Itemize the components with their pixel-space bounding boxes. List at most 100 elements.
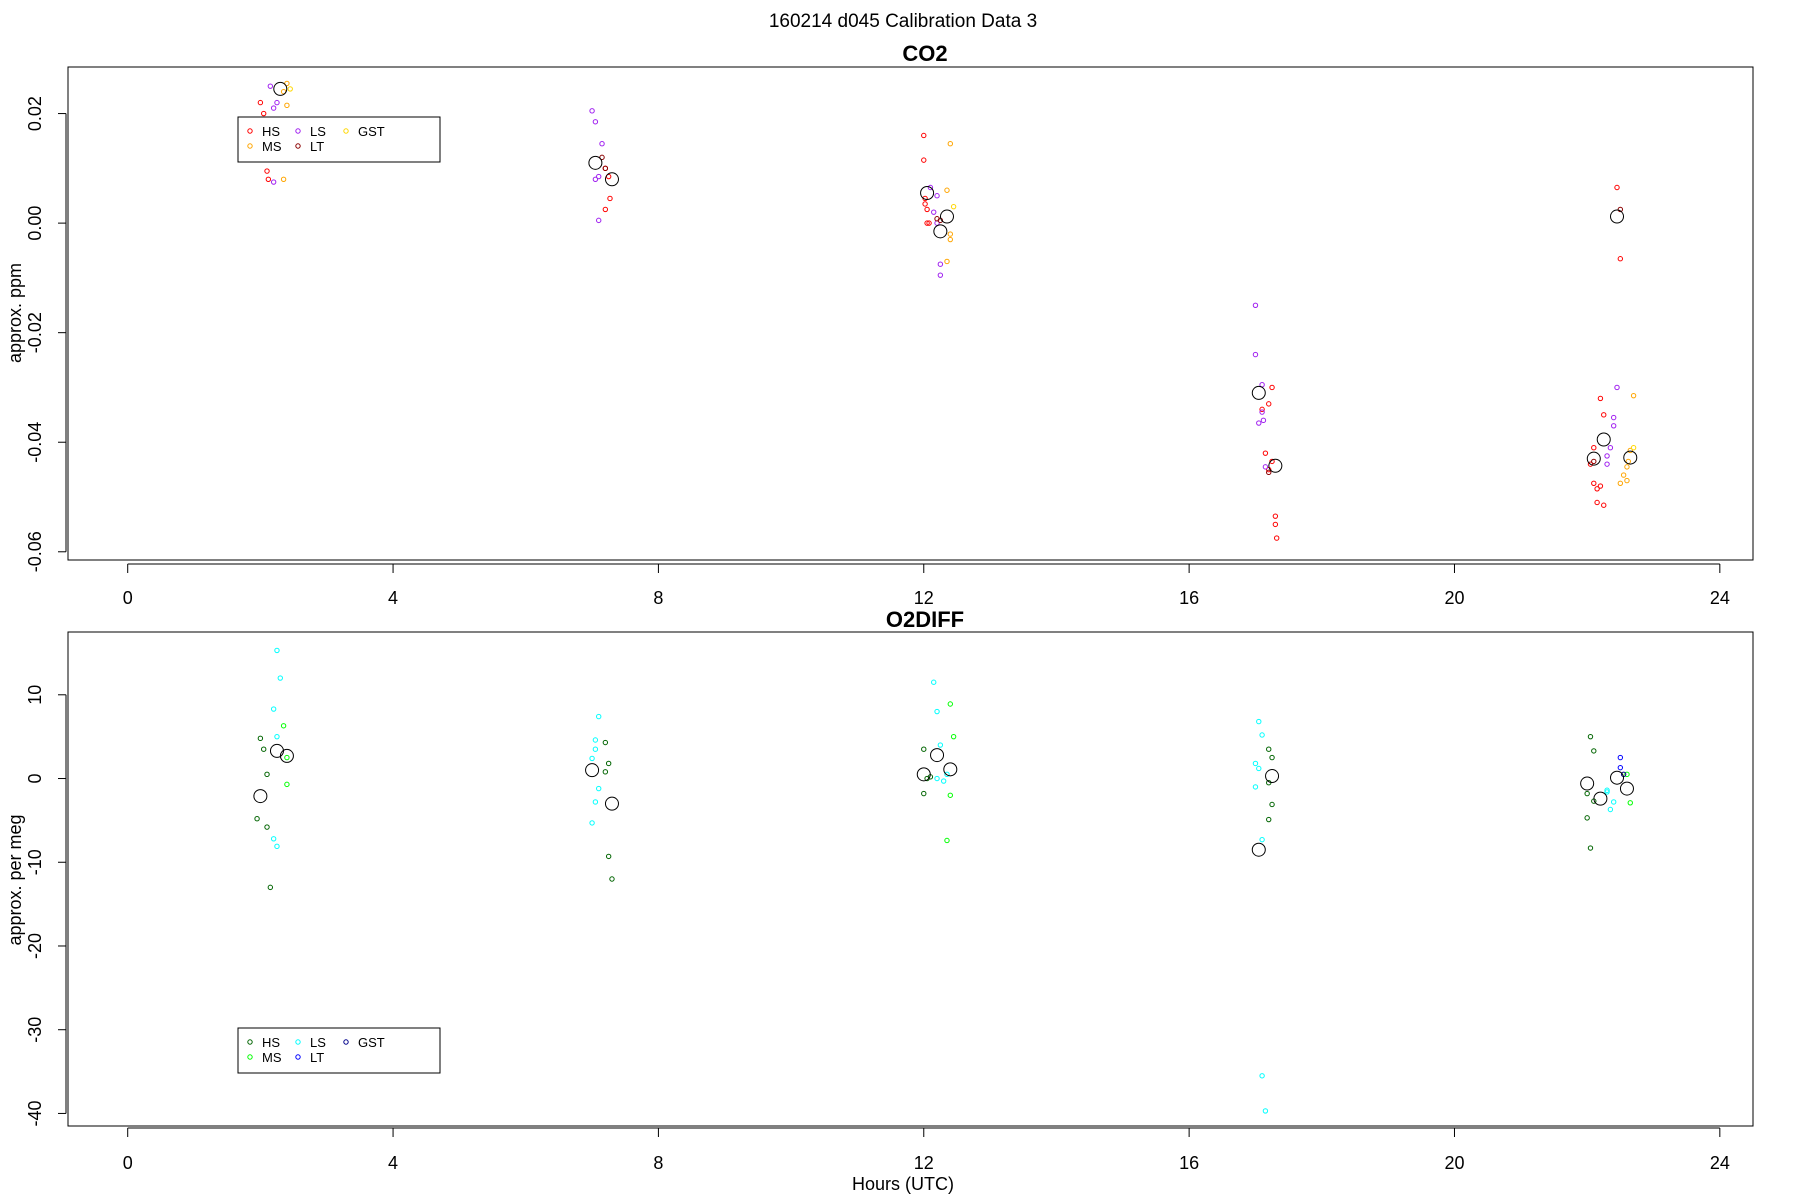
co2-point-ls — [1262, 464, 1269, 470]
o2diff-point-ls — [274, 843, 280, 850]
co2-point-ls — [1610, 414, 1617, 421]
o2diff-point-ls — [589, 820, 595, 826]
co2-point-hs — [1594, 499, 1600, 506]
o2diff-legend-swatch-ms — [247, 1054, 253, 1060]
o2diff-mean-marker — [604, 796, 619, 811]
o2diff-mean-marker — [1593, 791, 1608, 806]
co2-point-hs — [1269, 458, 1275, 465]
o2diff-point-hs — [602, 769, 609, 775]
co2-point-ms — [947, 236, 954, 243]
co2-point-ls — [596, 217, 602, 224]
o2diff-point-hs — [602, 739, 609, 746]
o2diff-point-hs — [609, 876, 615, 882]
co2-y-tick-label: -0.04 — [25, 422, 45, 463]
o2diff-plot-frame — [67, 631, 1754, 1127]
o2diff-x-tick-label: 4 — [388, 1153, 398, 1173]
co2-point-hs — [1259, 406, 1265, 413]
o2diff-point-ls — [277, 675, 283, 681]
co2-legend-swatch-ls — [295, 128, 301, 134]
o2diff-point-hs — [264, 824, 270, 830]
co2-mean-marker — [1586, 451, 1601, 466]
o2diff-point-ls — [270, 706, 277, 712]
co2-point-ls — [274, 99, 280, 106]
co2-point-hs — [926, 220, 932, 226]
co2-legend-label-ls: LS — [310, 124, 326, 139]
co2-point-hs — [921, 157, 927, 163]
o2diff-point-ls — [1256, 765, 1262, 772]
co2-point-hs — [257, 99, 264, 106]
co2-point-gst — [287, 86, 293, 92]
co2-point-ls — [596, 173, 602, 180]
co2-point-lt — [1591, 458, 1597, 465]
co2-point-hs — [264, 168, 270, 174]
co2-point-hs — [1591, 445, 1597, 451]
o2diff-x-tick-label: 16 — [1179, 1153, 1199, 1173]
co2-point-ms — [280, 176, 287, 182]
o2diff-point-hs — [1266, 746, 1272, 752]
co2-point-ls — [1614, 384, 1620, 391]
co2-point-hs — [921, 132, 927, 139]
o2diff-mean-marker — [1265, 769, 1280, 784]
o2diff-legend-swatch-gst — [343, 1039, 349, 1045]
o2diff-y-tick-label: 10 — [25, 685, 45, 705]
co2-point-ls — [1256, 420, 1262, 426]
co2-legend-swatch-gst — [343, 128, 349, 134]
co2-point-ms — [947, 231, 954, 237]
co2-point-hs — [1591, 480, 1597, 487]
o2diff-point-ls — [1252, 784, 1259, 790]
o2diff-point-hs — [1587, 845, 1594, 851]
x-axis-label: Hours (UTC) — [852, 1174, 954, 1194]
co2-point-hs — [922, 201, 928, 207]
co2-point-ls — [599, 140, 605, 147]
co2-y-tick-label: -0.02 — [25, 312, 45, 353]
o2diff-point-ls — [592, 737, 599, 743]
co2-mean-marker — [933, 224, 948, 239]
co2-point-hs — [1594, 486, 1600, 492]
co2-point-hs — [1272, 521, 1279, 528]
co2-point-ls — [267, 83, 274, 89]
co2-point-ms — [284, 102, 290, 109]
co2-point-hs — [1597, 483, 1604, 489]
o2diff-point-hs — [254, 816, 260, 822]
co2-point-hs — [1597, 395, 1604, 402]
co2-point-ls — [937, 272, 944, 278]
co2-point-ms — [947, 140, 954, 147]
co2-point-hs — [924, 220, 930, 226]
co2-point-ls — [1604, 453, 1610, 459]
o2diff-point-hs — [1591, 748, 1597, 754]
co2-legend-swatch-hs — [247, 128, 253, 134]
o2diff-point-ls — [931, 679, 937, 685]
co2-point-gst — [950, 203, 957, 210]
o2diff-point-ms — [284, 754, 290, 761]
co2-x-tick-label: 24 — [1710, 588, 1730, 608]
o2diff-point-ls — [589, 755, 595, 762]
o2diff-point-hs — [260, 746, 267, 752]
o2diff-point-hs — [1584, 815, 1590, 821]
o2diff-point-ls — [592, 799, 599, 805]
o2diff-mean-marker — [1580, 776, 1595, 791]
o2diff-x-tick-label: 20 — [1444, 1153, 1464, 1173]
co2-point-ms — [1624, 464, 1630, 470]
o2diff-mean-marker — [269, 743, 284, 758]
o2diff-point-hs — [1587, 733, 1594, 740]
o2diff-point-ms — [1624, 771, 1630, 778]
co2-point-ms — [944, 187, 950, 193]
o2diff-legend-label-hs: HS — [262, 1035, 280, 1050]
co2-point-hs — [1601, 412, 1607, 418]
o2diff-y-tick-label: -30 — [25, 1017, 45, 1043]
o2diff-mean-marker — [585, 763, 600, 778]
co2-mean-marker — [273, 81, 288, 96]
co2-point-ms — [284, 80, 290, 87]
co2-point-hs — [265, 176, 272, 182]
o2diff-point-hs — [267, 884, 274, 891]
o2diff-point-hs — [605, 853, 612, 860]
o2diff-legend-label-ms: MS — [262, 1050, 282, 1065]
o2diff-y-axis-label: approx. per meg — [5, 814, 25, 945]
co2-point-ls — [270, 105, 277, 111]
co2-point-hs — [1614, 184, 1620, 191]
co2-point-ms — [1620, 472, 1627, 478]
o2diff-point-hs — [1269, 754, 1275, 761]
o2diff-point-ls — [1259, 1073, 1265, 1079]
co2-point-ms — [944, 258, 950, 265]
